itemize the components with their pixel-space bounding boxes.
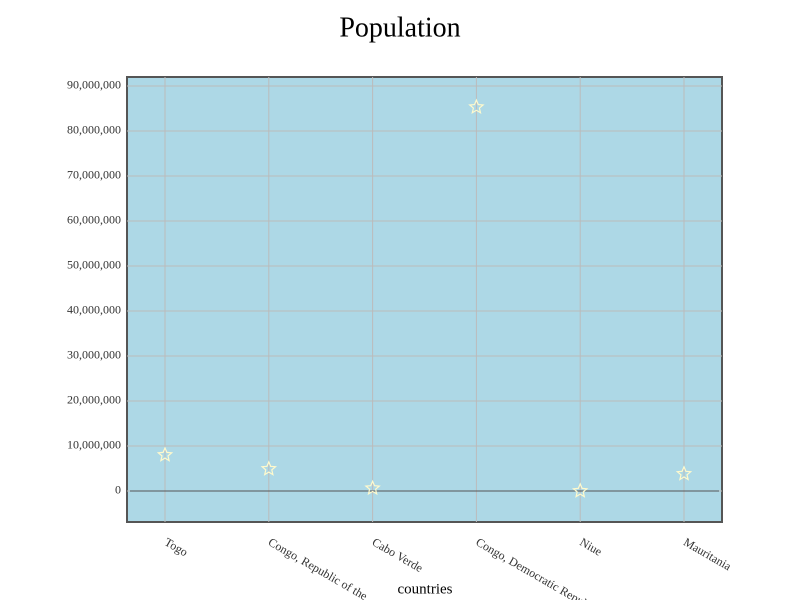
x-tick-label: Cabo Verde (370, 535, 426, 575)
star-marker (156, 446, 174, 462)
y-tick-label: 80,000,000 (67, 123, 121, 137)
y-tick-label: 40,000,000 (67, 303, 121, 317)
y-tick-label: 90,000,000 (67, 78, 121, 92)
x-axis-label: countries (398, 581, 453, 597)
x-tick-label: Congo, Democratic Republic of the (474, 535, 629, 600)
star-marker (364, 479, 381, 496)
x-tick-label: Togo (162, 535, 190, 559)
star-marker (468, 98, 485, 115)
y-tick-label: 50,000,000 (67, 258, 121, 272)
star-marker (571, 482, 589, 498)
y-tick-label: 20,000,000 (67, 393, 121, 407)
star-marker (260, 460, 278, 476)
star-marker (675, 465, 693, 481)
y-tick-label: 60,000,000 (67, 213, 121, 227)
chart-title: Population (339, 12, 460, 43)
y-tick-label: 0 (115, 483, 121, 497)
y-tick-label: 70,000,000 (67, 168, 121, 182)
plot-area (126, 76, 723, 523)
y-tick-label: 10,000,000 (67, 438, 121, 452)
y-tick-label: 30,000,000 (67, 348, 121, 362)
x-tick-label: Mauritania (681, 535, 734, 574)
x-tick-label: Niue (577, 535, 604, 559)
x-tick-label: Congo, Republic of the (266, 535, 370, 600)
